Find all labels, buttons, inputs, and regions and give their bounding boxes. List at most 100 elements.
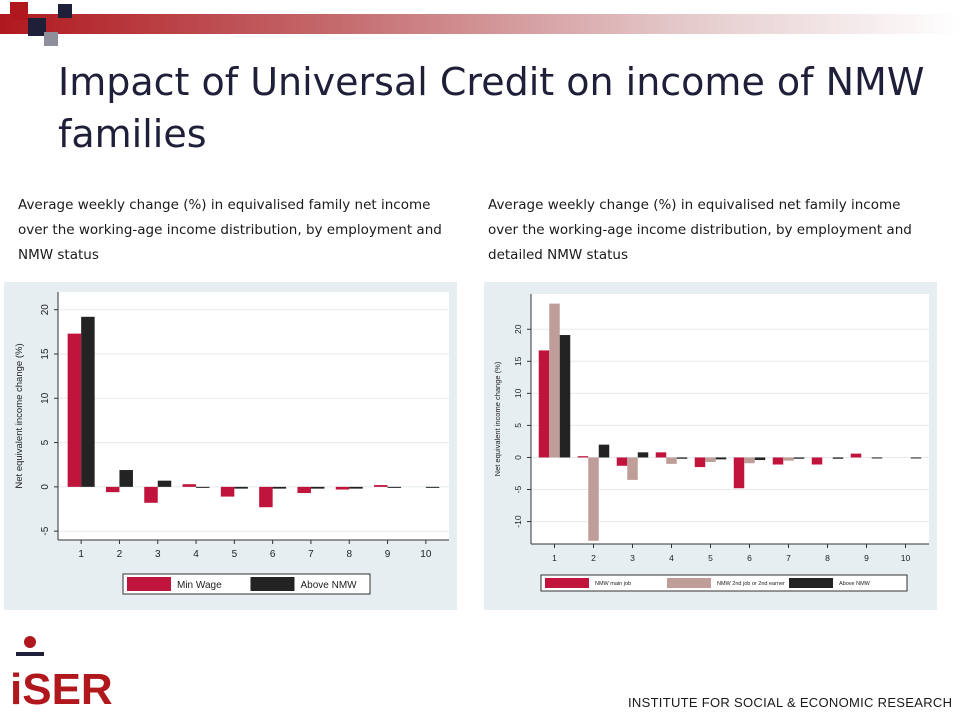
y-tick-label: 20 [513, 324, 523, 334]
bar-above-nmw [715, 457, 727, 460]
bar-min-wage [105, 486, 120, 493]
bar-above-nmw [637, 452, 649, 458]
caption-left: Average weekly change (%) in equivalised… [18, 197, 442, 263]
y-tick-label: 10 [513, 388, 523, 398]
x-tick-label: 7 [786, 553, 791, 563]
bar-nmw-main-job [694, 457, 706, 468]
bar-above-nmw [793, 457, 805, 459]
bar-nmw-2nd-job-or-2nd-earner [705, 457, 716, 462]
x-tick-label: 4 [193, 549, 199, 560]
bar-nmw-2nd-job-or-2nd-earner [744, 457, 755, 464]
bar-nmw-main-job [811, 457, 823, 465]
iser-logo: iSER [10, 636, 113, 711]
x-tick-label: 9 [864, 553, 869, 563]
bar-above-nmw [272, 486, 287, 489]
legend-swatch [789, 578, 833, 588]
plot-area [58, 292, 449, 540]
bar-nmw-main-job [772, 457, 784, 465]
bar-above-nmw [157, 480, 172, 487]
header-square-navy [28, 18, 46, 36]
bar-above-nmw [196, 486, 210, 488]
y-tick-label: -5 [513, 485, 523, 493]
bar-above-nmw [387, 486, 402, 488]
bar-nmw-main-job [655, 452, 667, 458]
x-tick-label: 8 [825, 553, 830, 563]
bar-nmw-2nd-job-or-2nd-earner [588, 457, 599, 541]
y-tick-label: 5 [40, 439, 51, 445]
bar-above-nmw [349, 486, 363, 489]
bar-nmw-main-job [577, 456, 589, 458]
slide-title: Impact of Universal Credit on income of … [58, 60, 925, 156]
y-tick-label: 0 [513, 455, 523, 460]
x-tick-label: 10 [901, 553, 911, 563]
iser-logo-dot [24, 636, 36, 648]
x-tick-label: 5 [708, 553, 713, 563]
x-tick-label: 5 [232, 549, 238, 560]
bar-nmw-2nd-job-or-2nd-earner [666, 457, 677, 464]
bar-above-nmw [310, 486, 325, 489]
y-tick-label: 15 [40, 348, 51, 360]
bar-nmw-main-job [733, 457, 745, 489]
bar-above-nmw [598, 444, 610, 458]
bar-above-nmw [832, 457, 844, 459]
bar-min-wage [374, 485, 388, 487]
bar-above-nmw [425, 486, 440, 488]
bar-above-nmw [234, 486, 248, 489]
bar-above-nmw [910, 457, 922, 459]
x-tick-label: 9 [385, 549, 391, 560]
x-tick-label: 2 [591, 553, 596, 563]
iser-logo-text: iSER [10, 665, 113, 711]
caption-right: Average weekly change (%) in equivalised… [488, 197, 912, 263]
y-axis-title: Net equivalent income change (%) [493, 361, 502, 476]
bar-nmw-main-job [616, 457, 628, 466]
legend-box [122, 573, 371, 595]
legend-label: NMW 2nd job or 2nd earner [717, 581, 785, 587]
y-tick-label: -10 [513, 515, 523, 528]
legend-label: Min Wage [177, 580, 222, 591]
bar-nmw-2nd-job-or-2nd-earner [627, 457, 638, 480]
chart-panel-left: -5 0 5 10 15 20 Net equivalent income change (… [4, 282, 457, 610]
header-square-red [10, 2, 28, 20]
iser-logo-bar [16, 652, 44, 656]
x-tick-label: 8 [346, 549, 352, 560]
legend-swatch [667, 578, 711, 588]
x-tick-label: 6 [270, 549, 276, 560]
bar-above-nmw [676, 457, 688, 459]
y-tick-label: -5 [40, 526, 51, 535]
x-tick-label: 4 [669, 553, 674, 563]
x-tick-label: 7 [308, 549, 314, 560]
bar-above-nmw [81, 316, 95, 487]
bar-min-wage [335, 486, 350, 490]
header-square-navy-small [58, 4, 72, 18]
x-tick-label: 1 [552, 553, 557, 563]
bar-min-wage [182, 484, 197, 487]
chart-right: -10 -5 0 5 10 15 20 Net equivalent income chang… [493, 294, 929, 592]
bar-above-nmw [871, 457, 883, 459]
bar-min-wage [220, 486, 235, 497]
header-square-gray [44, 32, 58, 46]
bar-nmw-2nd-job-or-2nd-earner [549, 303, 560, 458]
chart-panel-right: -10 -5 0 5 10 15 20 Net equivalent income chang… [484, 282, 937, 610]
bar-nmw-main-job [850, 453, 862, 458]
y-axis-title: Net equivalent income change (%) [14, 343, 25, 488]
legend-swatch [545, 578, 589, 588]
bar-nmw-2nd-job-or-2nd-earner [783, 457, 794, 461]
legend-label: Above NMW [301, 580, 358, 591]
bar-above-nmw [559, 335, 571, 458]
bar-min-wage [67, 333, 82, 487]
bar-above-nmw [119, 470, 133, 487]
x-tick-label: 6 [747, 553, 752, 563]
header-gradient-bar [0, 14, 960, 34]
bar-min-wage [297, 486, 311, 494]
legend-swatch [250, 577, 295, 591]
x-tick-label: 10 [420, 549, 432, 560]
x-tick-label: 3 [630, 553, 635, 563]
institute-name: INSTITUTE FOR SOCIAL & ECONOMIC RESEARCH [628, 695, 953, 710]
y-tick-label: 15 [513, 356, 523, 366]
legend-label: NMW main job [595, 581, 631, 587]
legend-swatch [127, 577, 171, 591]
bar-above-nmw [754, 457, 766, 461]
x-tick-label: 3 [155, 549, 161, 560]
x-tick-label: 1 [78, 549, 84, 560]
